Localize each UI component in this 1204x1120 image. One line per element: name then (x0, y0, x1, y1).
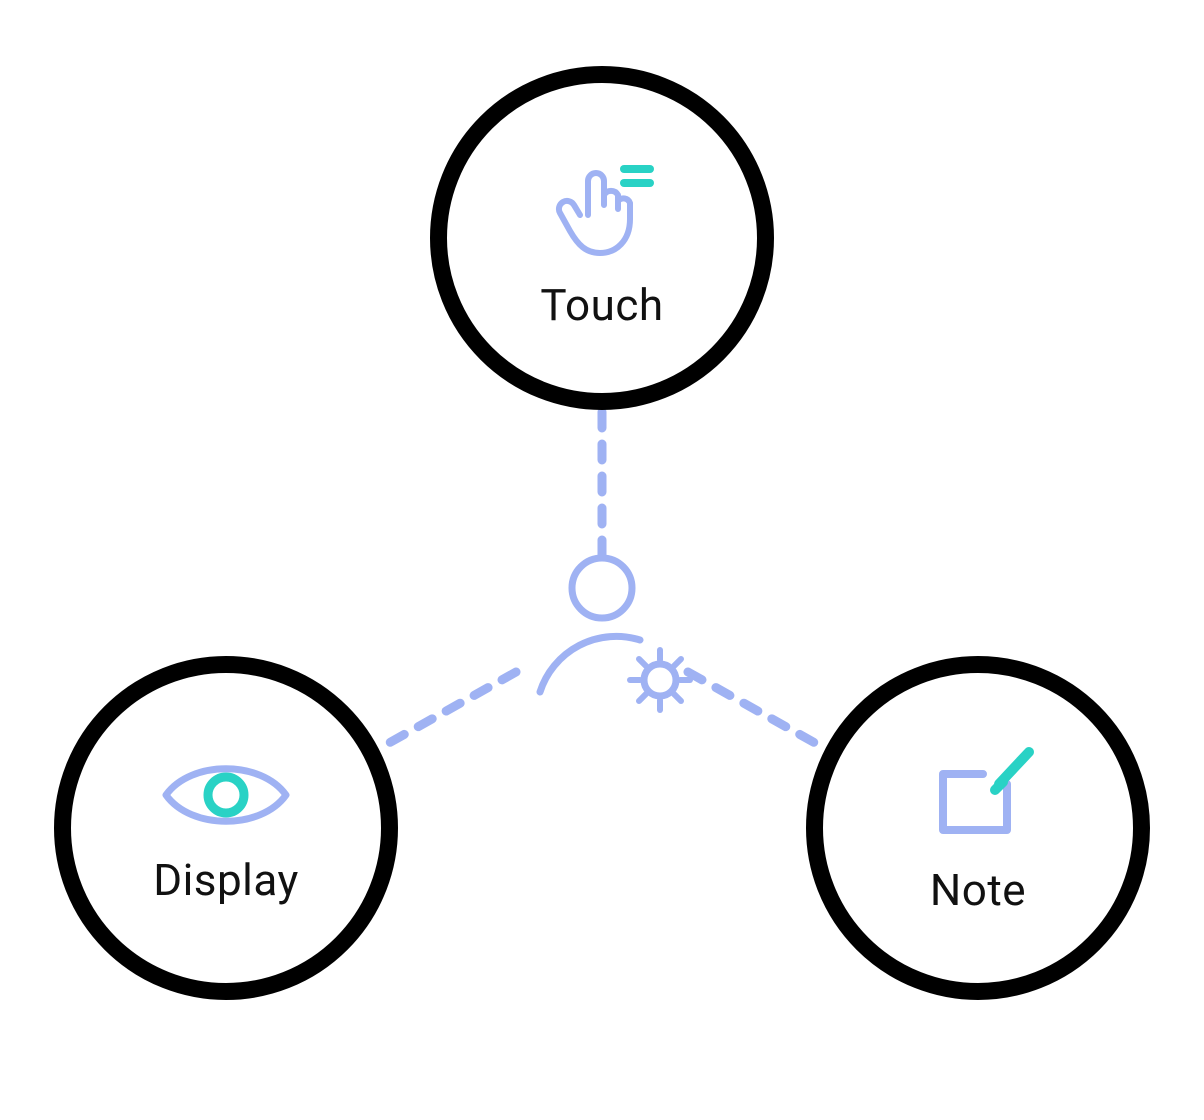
node-display-label: Display (153, 854, 299, 906)
user-gear-icon (540, 558, 690, 710)
diagram-stage: Touch Display Note (0, 0, 1204, 1120)
note-pencil-icon (913, 740, 1043, 850)
eye-icon (156, 750, 296, 840)
node-touch-label: Touch (540, 279, 663, 331)
node-touch[interactable]: Touch (430, 66, 774, 410)
node-display[interactable]: Display (54, 656, 398, 1000)
node-note-label: Note (930, 864, 1026, 916)
edge-center-note (688, 672, 824, 748)
edge-center-display (380, 672, 516, 748)
node-note[interactable]: Note (806, 656, 1150, 1000)
touch-hand-icon (542, 145, 662, 265)
